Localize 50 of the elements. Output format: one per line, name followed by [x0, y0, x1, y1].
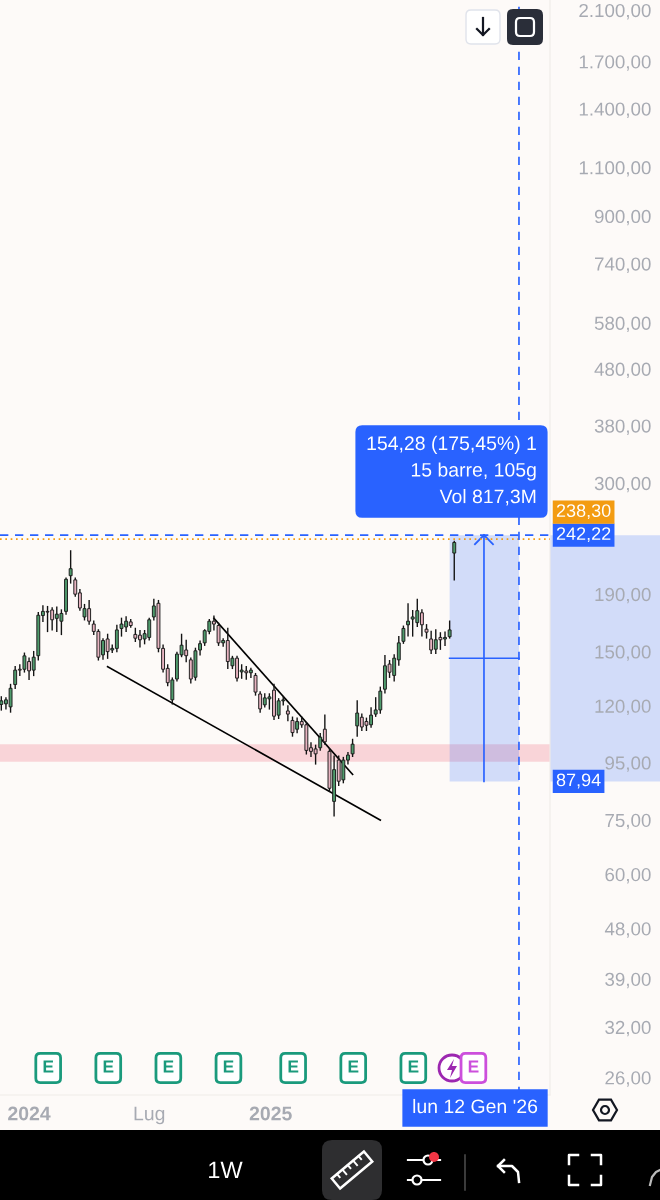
y-tick-label: 60,00 — [605, 868, 651, 884]
y-tick-label: 95,00 — [605, 756, 651, 772]
ref-line-label: lun 12 Gen '26 — [413, 1098, 538, 1114]
y-tick-label: 380,00 — [594, 419, 651, 435]
y-tick-label: 740,00 — [595, 257, 651, 273]
annotation: E — [43, 1060, 54, 1073]
y-tick-label: 580,00 — [594, 316, 651, 333]
annotation: 154,28 (175,45%) 1 15 barre, 105g Vol 817,3M — [367, 435, 536, 506]
annotation: E — [288, 1060, 299, 1073]
annotation: E — [103, 1060, 114, 1073]
y-tick-label: 1.700,00 — [579, 55, 651, 71]
candlestick — [415, 598, 420, 627]
y-tick-label: 1.400,00 — [579, 102, 651, 118]
y-tick-label: 1.100,00 — [579, 161, 651, 177]
y-tick-label: 480,00 — [594, 362, 651, 379]
annotation: E — [223, 1060, 234, 1073]
ref-line-label: 242,22 — [556, 527, 611, 543]
candlestick — [355, 700, 360, 737]
y-tick-label: 26,00 — [605, 1071, 651, 1087]
y-tick-label: 32,00 — [605, 1020, 651, 1037]
candlestick — [410, 610, 415, 637]
y-tick-label: 300,00 — [594, 476, 651, 493]
y-tick-label: 2.100,00 — [579, 3, 651, 20]
candlestick — [433, 629, 438, 654]
candlestick — [378, 686, 383, 714]
candlestick — [45, 605, 50, 633]
candlestick — [31, 650, 36, 677]
x-tick-label: Lug — [134, 1106, 165, 1125]
candlestick — [341, 756, 346, 784]
candlestick — [68, 550, 73, 584]
text: 1W — [209, 1161, 243, 1179]
y-tick-label: 48,00 — [604, 922, 651, 938]
y-tick-label: 900,00 — [594, 209, 651, 226]
annotation: E — [468, 1060, 479, 1073]
text: 87,94 — [556, 773, 601, 789]
y-tick-label: 75,00 — [605, 813, 651, 830]
candlestick — [452, 540, 457, 581]
x-tick-label: 2024 — [8, 1106, 51, 1121]
annotation: E — [163, 1060, 174, 1073]
x-tick-label: 2025 — [249, 1106, 292, 1121]
candlestick — [322, 714, 327, 745]
y-tick-label: 190,00 — [595, 587, 651, 604]
candlestick — [105, 633, 110, 659]
y-tick-label: 150,00 — [595, 645, 651, 661]
y-tick-label: 120,00 — [595, 699, 651, 716]
ref-line-label: 238,30 — [556, 504, 611, 520]
annotation: E — [408, 1060, 419, 1073]
annotation: E — [348, 1060, 359, 1073]
candlestick — [313, 744, 318, 765]
y-tick-label: 39,00 — [605, 972, 651, 989]
